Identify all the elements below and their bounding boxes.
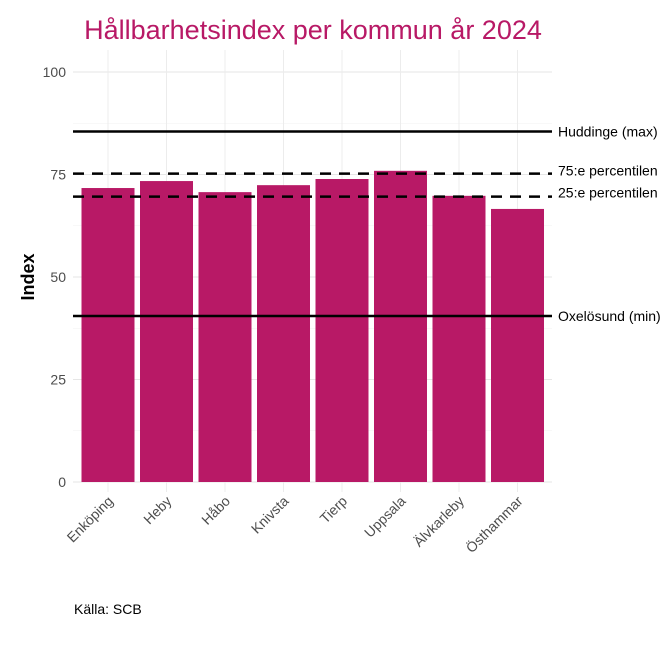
reference-label: Oxelösund (min) [558,308,661,324]
y-tick-label: 0 [58,474,66,490]
bar-östhammar [491,208,544,482]
y-tick-label: 25 [50,372,66,388]
y-axis-label: Index [18,253,38,300]
x-tick-label: Tierp [317,493,351,527]
bar-håbo [198,192,252,482]
x-tick-label: Älvkarleby [410,493,467,550]
x-tick-label: Håbo [198,493,233,528]
bar-älvkarleby [432,195,486,482]
bar-knivsta [257,185,310,482]
y-tick-label: 50 [50,269,66,285]
x-tick-label: Heby [140,493,174,527]
chart-title: Hållbarhetsindex per kommun år 2024 [84,15,542,45]
caption: Källa: SCB [74,601,142,617]
x-tick-label: Östhammar [462,492,526,556]
x-tick-label: Enköping [64,493,117,546]
x-tick-label: Uppsala [361,493,409,541]
reference-label: Huddinge (max) [558,123,658,139]
reference-label: 25:e percentilen [558,185,658,201]
y-tick-label: 75 [50,167,66,183]
bar-heby [140,181,193,482]
x-tick-label: Knivsta [248,493,292,537]
reference-label: 75:e percentilen [558,163,658,179]
bar-uppsala [374,170,427,482]
bar-tierp [315,179,369,482]
y-tick-label: 100 [43,64,67,80]
bar-enköping [81,188,135,482]
